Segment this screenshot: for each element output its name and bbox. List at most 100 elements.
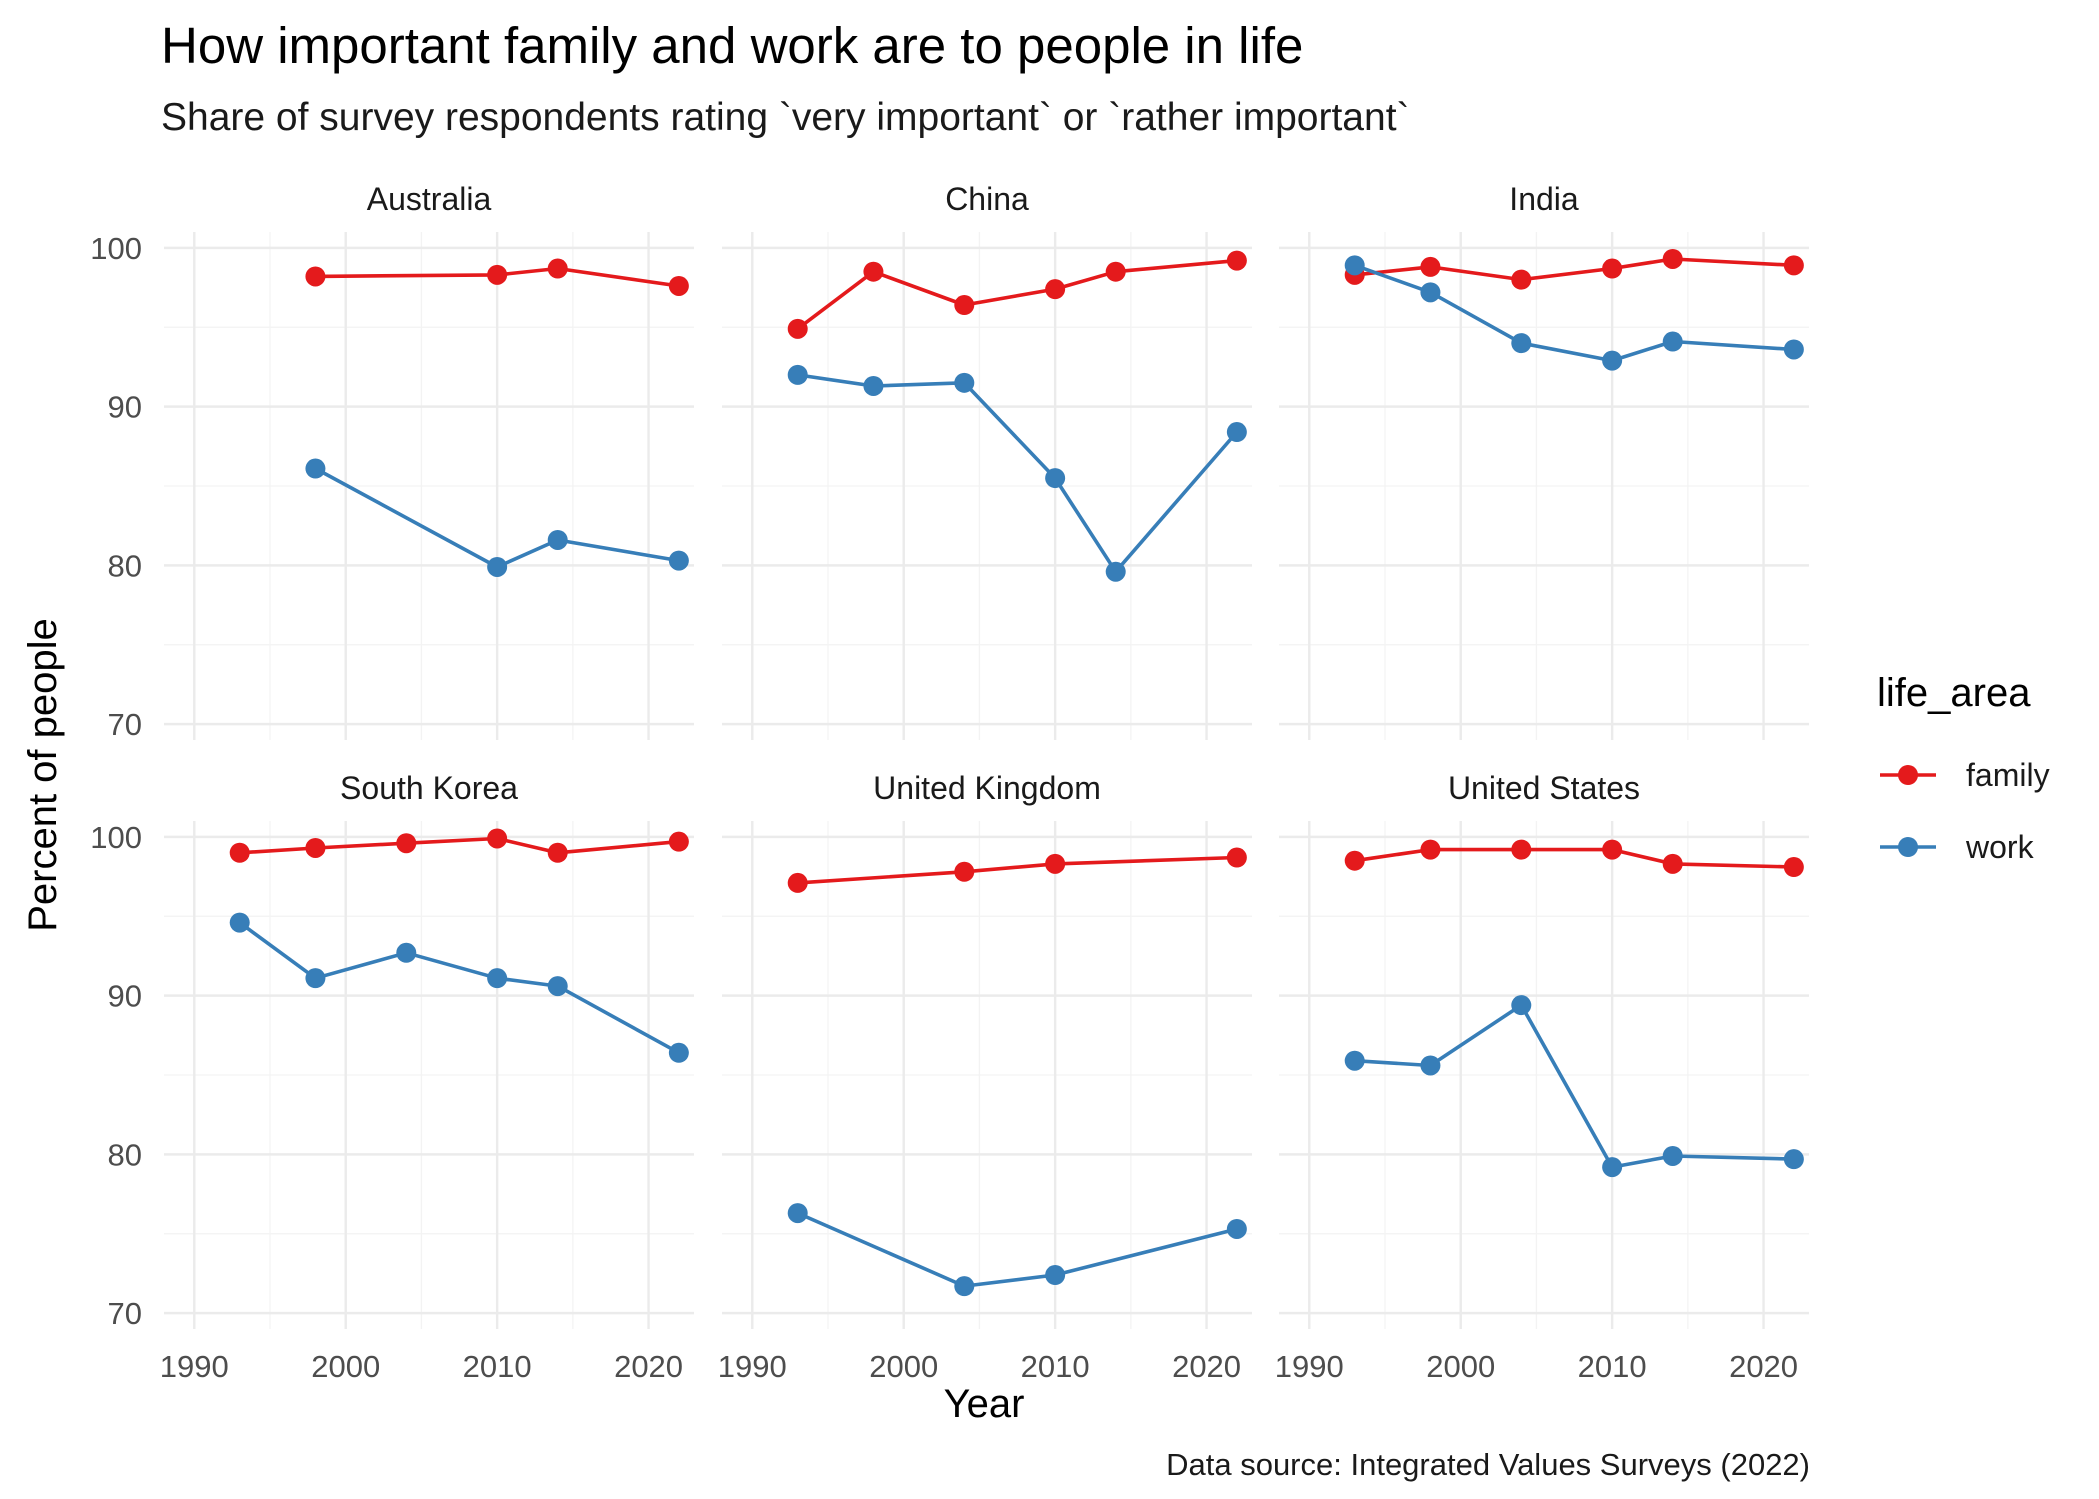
point-work xyxy=(1045,468,1066,489)
point-family xyxy=(1420,839,1441,860)
point-work xyxy=(787,1203,808,1224)
legend-point-work xyxy=(1898,837,1918,857)
chart-caption: Data source: Integrated Values Surveys (… xyxy=(1166,1447,1810,1482)
legend-point-family xyxy=(1898,765,1918,785)
y-tick-label: 100 xyxy=(90,231,142,266)
series-line-family xyxy=(315,266,680,288)
strip-label: United States xyxy=(1448,770,1640,806)
series-line-family xyxy=(239,836,680,855)
point-family xyxy=(487,264,508,285)
x-tick-label: 2020 xyxy=(1172,1349,1241,1384)
point-family xyxy=(1662,248,1683,269)
x-tick-label: 2020 xyxy=(614,1349,683,1384)
point-work xyxy=(396,942,417,963)
point-family xyxy=(1602,258,1623,279)
point-family xyxy=(954,861,975,882)
series-line-family xyxy=(1354,847,1794,869)
point-family xyxy=(229,842,250,863)
point-family xyxy=(547,842,568,863)
point-family xyxy=(1105,261,1126,282)
point-family xyxy=(487,828,508,849)
series-line-family xyxy=(796,258,1238,331)
y-tick-label: 100 xyxy=(90,820,142,855)
point-family xyxy=(787,318,808,339)
series-line-family xyxy=(1354,257,1794,282)
series-line-work xyxy=(1354,1003,1794,1169)
chart-title: How important family and work are to peo… xyxy=(161,17,1303,74)
point-work xyxy=(668,1042,689,1063)
strip-label: India xyxy=(1509,181,1579,217)
point-work xyxy=(547,529,568,550)
series-line-work xyxy=(238,921,680,1055)
point-work xyxy=(1783,1149,1804,1170)
point-work xyxy=(1662,1145,1683,1166)
panel-united-kingdom: United Kingdom 1990 2000 2010 2020 xyxy=(718,770,1252,1384)
point-work xyxy=(1420,282,1441,303)
point-work xyxy=(1783,339,1804,360)
point-family xyxy=(1511,269,1532,290)
point-family xyxy=(396,833,417,854)
point-work xyxy=(229,912,250,933)
point-family xyxy=(305,266,326,287)
point-work xyxy=(863,375,884,396)
x-tick-label: 2000 xyxy=(869,1349,938,1384)
y-tick-label: 70 xyxy=(108,707,142,742)
y-tick-label: 70 xyxy=(108,1296,142,1331)
point-work xyxy=(305,458,326,479)
legend-label-family: family xyxy=(1966,757,2050,793)
y-tick-label: 80 xyxy=(108,548,142,583)
panel-united-states: United States 1990 2000 2010 2020 xyxy=(1275,770,1809,1384)
strip-label: United Kingdom xyxy=(873,770,1101,806)
point-family xyxy=(668,275,689,296)
y-tick-label: 90 xyxy=(108,390,142,425)
panel-australia: Australia 70 80 90 100 xyxy=(90,181,694,742)
point-family xyxy=(547,258,568,279)
x-tick-label: 2010 xyxy=(463,1349,532,1384)
point-family xyxy=(1045,279,1066,300)
point-family xyxy=(787,872,808,893)
x-axis-title: Year xyxy=(944,1382,1025,1426)
series-line-work xyxy=(796,1211,1238,1288)
point-work xyxy=(487,968,508,989)
x-tick-label: 2010 xyxy=(1021,1349,1090,1384)
point-family xyxy=(1511,839,1532,860)
point-family xyxy=(1420,256,1441,277)
point-work xyxy=(1511,995,1532,1016)
x-tick-label: 2000 xyxy=(1426,1349,1495,1384)
y-tick-label: 80 xyxy=(108,1137,142,1172)
panel-south-korea: South Korea 70 80 90 100 1990 2000 2010 2020 xyxy=(90,770,694,1384)
panel-india: India xyxy=(1279,181,1809,740)
strip-label: South Korea xyxy=(340,770,518,806)
series-line-work xyxy=(797,373,1239,574)
panel-china: China xyxy=(722,181,1252,740)
strip-label: Australia xyxy=(367,181,492,217)
legend: life_area family work xyxy=(1877,671,2050,865)
series-line-family xyxy=(797,855,1237,885)
point-work xyxy=(487,556,508,577)
point-work xyxy=(954,1276,975,1297)
x-tick-label: 1990 xyxy=(160,1349,229,1384)
point-family xyxy=(668,831,689,852)
point-family xyxy=(1783,255,1804,276)
point-work xyxy=(1602,1157,1623,1178)
point-work xyxy=(1226,422,1247,443)
point-family xyxy=(1783,857,1804,878)
point-work xyxy=(1420,1055,1441,1076)
legend-label-work: work xyxy=(1965,829,2035,865)
point-family xyxy=(1226,250,1247,271)
point-work xyxy=(1105,561,1126,582)
point-family xyxy=(1602,839,1623,860)
x-tick-label: 1990 xyxy=(1275,1349,1344,1384)
point-family xyxy=(1344,850,1365,871)
point-family xyxy=(1045,853,1066,874)
point-work xyxy=(668,550,689,571)
point-work xyxy=(954,372,975,393)
point-work xyxy=(1045,1265,1066,1286)
point-family xyxy=(863,261,884,282)
point-work xyxy=(1662,331,1683,352)
x-tick-label: 2000 xyxy=(311,1349,380,1384)
point-family xyxy=(1662,853,1683,874)
strip-label: China xyxy=(945,181,1029,217)
y-tick-label: 90 xyxy=(108,979,142,1014)
